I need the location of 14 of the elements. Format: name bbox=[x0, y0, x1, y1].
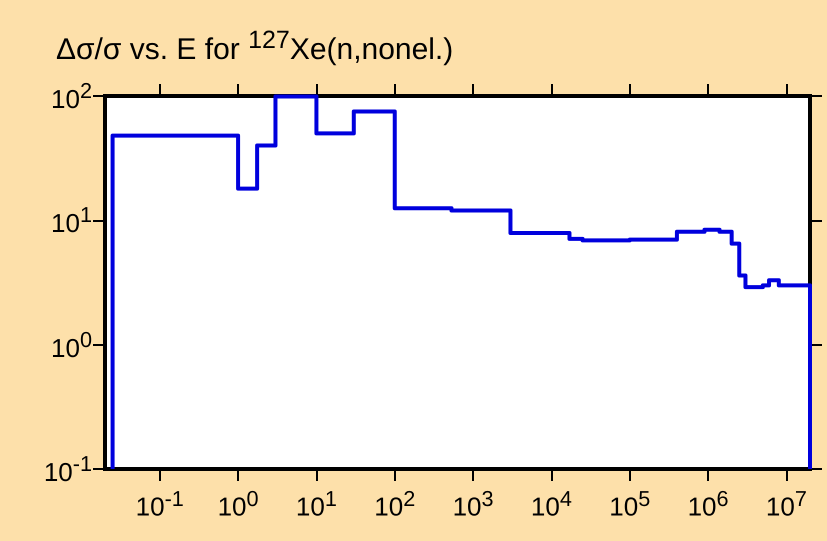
y-tick-label: 10$^{1}$ bbox=[51, 202, 92, 238]
x-tick-label: 10$^{1}$ bbox=[296, 486, 337, 522]
x-tick-label: 10$^{7}$ bbox=[766, 486, 807, 522]
x-tick-label: 10$^{3}$ bbox=[452, 486, 494, 522]
x-tick-label: 10$^{-1}$ bbox=[136, 486, 184, 522]
x-tick-label: 10$^{6}$ bbox=[688, 486, 729, 522]
y-tick-label: 10$^{2}$ bbox=[51, 78, 92, 114]
x-tick-label: 10$^{4}$ bbox=[530, 486, 572, 522]
x-tick-label: 10$^{5}$ bbox=[609, 486, 650, 522]
y-tick-label: 10$^{0}$ bbox=[51, 326, 92, 362]
x-tick-label: 10$^{2}$ bbox=[374, 486, 416, 522]
y-tick-label: 10$^{-1}$ bbox=[44, 451, 92, 487]
chart-title: Δσ/σ vs. E for $^{127}$Xe(n,nonel.) bbox=[56, 26, 454, 66]
x-tick-label: 10$^{0}$ bbox=[218, 486, 259, 522]
